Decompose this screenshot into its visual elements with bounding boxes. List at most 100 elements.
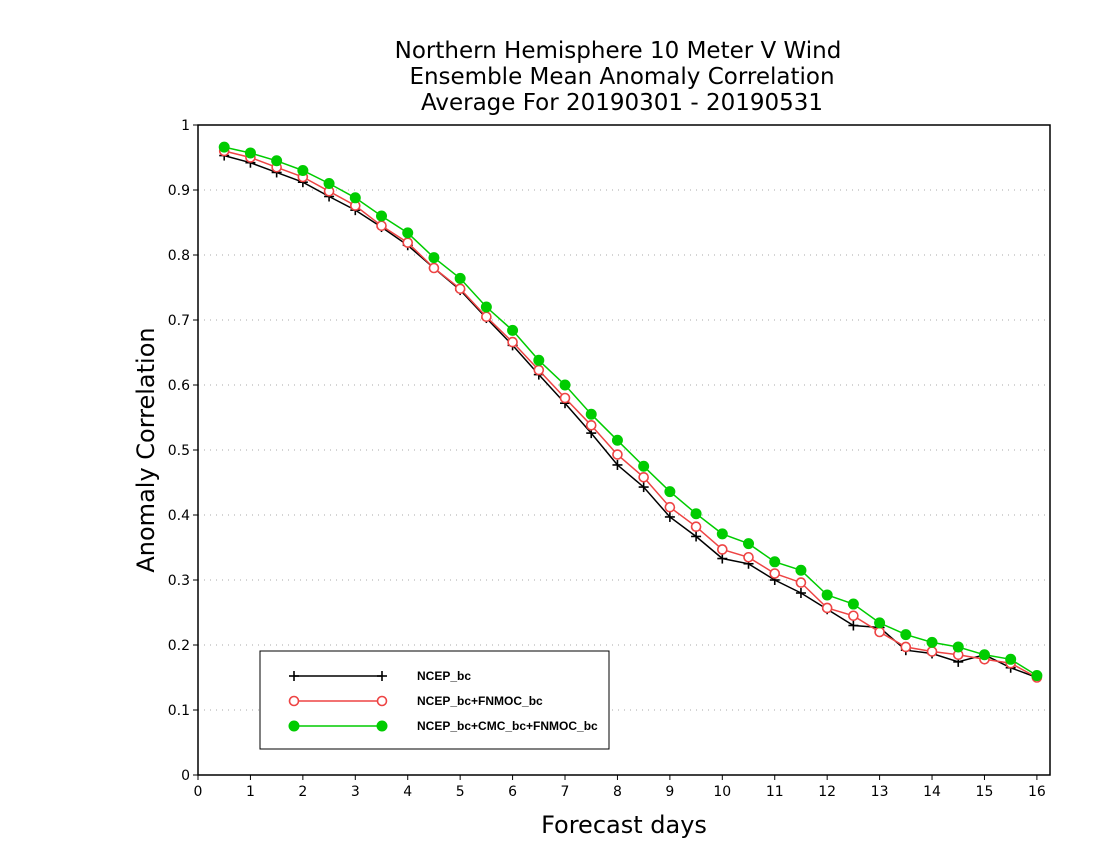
data-point	[664, 501, 676, 513]
legend-label: NCEP_bc+FNMOC_bc	[417, 694, 543, 708]
data-point	[795, 588, 806, 598]
data-point	[585, 408, 597, 420]
y-tick-label: 0.8	[168, 248, 190, 264]
data-point	[848, 610, 859, 622]
series-line	[224, 146, 1038, 677]
data-point	[769, 568, 781, 579]
legend-marker	[288, 695, 300, 707]
x-tick-label: 2	[298, 784, 307, 800]
data-point	[402, 237, 414, 248]
data-point	[847, 598, 859, 610]
x-tick-label: 12	[818, 784, 836, 800]
data-point	[874, 626, 885, 638]
x-tick-label: 10	[713, 784, 731, 800]
data-point	[926, 646, 938, 657]
data-point	[428, 252, 440, 264]
series-line	[224, 150, 1038, 679]
legend-entry-1: NCEP_bc	[289, 669, 471, 683]
data-point	[218, 141, 230, 153]
series-line	[224, 154, 1038, 679]
data-point	[533, 364, 545, 376]
y-tick-label: 0.9	[168, 183, 190, 199]
data-point	[795, 564, 807, 576]
x-axis-label: Forecast days	[541, 811, 707, 839]
data-point	[638, 482, 649, 493]
y-axis-label: Anomaly Correlation	[132, 327, 160, 572]
x-tick-label: 9	[665, 784, 674, 800]
data-point	[454, 272, 466, 284]
data-point	[691, 531, 702, 542]
legend-entry-2: NCEP_bc+FNMOC_bc	[288, 694, 543, 708]
y-axis-ticks: 0 0.1 0.2 0.3 0.4 0.5 0.6 0.7 0.8 0.9 1	[168, 118, 198, 784]
x-tick-label: 16	[1028, 784, 1046, 800]
legend-marker	[377, 671, 387, 681]
data-point	[349, 192, 361, 204]
data-point	[402, 227, 414, 239]
data-point	[612, 459, 623, 470]
data-point	[1005, 653, 1017, 665]
data-point	[690, 521, 702, 533]
data-point	[428, 262, 440, 274]
grid-lines	[198, 189, 1050, 711]
x-tick-label: 1	[246, 784, 255, 800]
legend-entry-3: NCEP_bc+CMC_bc+FNMOC_bc	[288, 719, 598, 733]
data-point	[717, 544, 728, 555]
data-point	[376, 220, 387, 232]
data-series	[218, 141, 1043, 683]
y-tick-label: 0.7	[168, 313, 190, 329]
legend-label: NCEP_bc	[417, 669, 471, 683]
data-point	[795, 577, 807, 588]
data-point	[507, 336, 518, 348]
data-point	[1031, 670, 1043, 682]
legend-marker	[288, 720, 300, 732]
legend: NCEP_bc NCEP_bc+FNMOC_bc NCEP_bc+CMC_bc+FN…	[259, 650, 610, 750]
data-point	[821, 602, 833, 614]
data-point	[611, 434, 623, 446]
legend-label: NCEP_bc+CMC_bc+FNMOC_bc	[417, 719, 598, 733]
chart-title-line-1: Northern Hemisphere 10 Meter V Wind	[395, 38, 842, 64]
data-point	[743, 551, 754, 563]
data-point	[297, 165, 309, 176]
x-tick-label: 7	[561, 784, 570, 800]
series-3	[218, 141, 1043, 682]
data-point	[271, 155, 283, 167]
data-point	[664, 486, 676, 498]
y-tick-label: 0.5	[168, 443, 190, 459]
x-tick-label: 4	[403, 784, 412, 800]
x-tick-label: 0	[194, 784, 203, 800]
x-tick-label: 13	[871, 784, 889, 800]
x-tick-label: 14	[923, 784, 941, 800]
series-1	[219, 150, 1042, 683]
x-tick-label: 3	[351, 784, 360, 800]
data-point	[900, 629, 912, 641]
data-point	[481, 311, 492, 323]
series-2	[218, 145, 1043, 683]
data-point	[638, 460, 650, 472]
x-axis-ticks: 0 1 2 3 4 5 6 7 8 9 10 11 12 13 14 15 16	[194, 775, 1046, 800]
data-point	[664, 511, 675, 522]
legend-marker	[289, 671, 299, 681]
data-point	[559, 379, 571, 391]
data-point	[612, 449, 623, 460]
data-point	[638, 471, 649, 483]
data-point	[507, 324, 519, 336]
chart-title-line-2: Ensemble Mean Anomaly Correlation	[409, 64, 834, 90]
data-point	[376, 210, 388, 222]
data-point	[926, 636, 938, 648]
data-point	[690, 508, 702, 520]
y-tick-label: 0.2	[168, 638, 190, 654]
x-tick-label: 8	[613, 784, 622, 800]
data-point	[559, 392, 571, 404]
data-point	[717, 553, 728, 564]
data-point	[821, 589, 833, 601]
data-point	[900, 641, 912, 653]
y-tick-label: 1	[181, 118, 190, 134]
data-point	[716, 528, 728, 540]
data-point	[952, 641, 964, 653]
x-tick-label: 11	[766, 784, 784, 800]
data-point	[978, 649, 990, 661]
data-point	[533, 354, 545, 366]
data-point	[848, 620, 859, 631]
y-tick-label: 0	[181, 768, 190, 784]
